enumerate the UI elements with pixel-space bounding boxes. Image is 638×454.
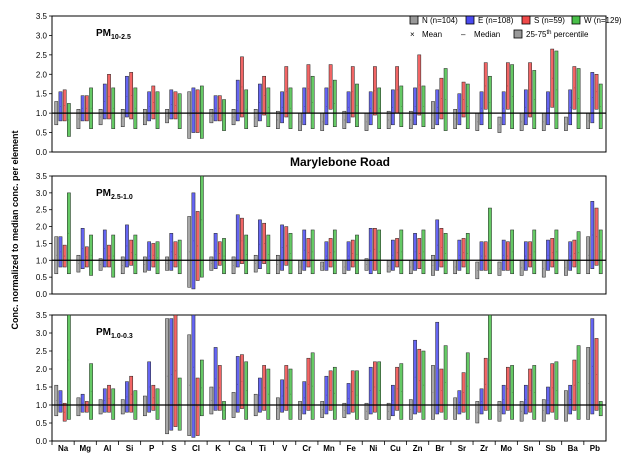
y-tick-label: 3.0 [36,329,48,338]
chart-title: Marylebone Road [290,155,390,169]
panel-label: PM10-2.5 [96,28,131,41]
panel-0: 0.0 0.5 1.0 1.5 2.0 2.5 3.0 3.5 PM10-2.5 [36,12,607,157]
legend-swatch-e [465,15,475,25]
legend-label-s: S (n=59) [534,16,565,25]
y-tick-label: 3.5 [36,12,48,21]
x-label-k: K [215,444,221,453]
y-tick-label: 0.5 [36,419,48,428]
x-label-s: S [171,444,177,453]
y-tick-label: 2.5 [36,51,48,60]
panel-1: 0.0 0.5 1.0 1.5 2.0 2.5 3.0 3.5 PM2.5-1.0 [36,172,607,299]
x-label-pb: Pb [590,444,600,453]
legend-mean-label: Mean [422,30,442,39]
y-tick-label: 1.0 [36,109,48,118]
x-label-sb: Sb [545,444,555,453]
legend: N (n=104) E (n=108) S (n=59) W (n=129) ×… [409,15,622,39]
x-label-sr: Sr [458,444,466,453]
chart-panels: 0.0 0.5 1.0 1.5 2.0 2.5 3.0 3.5 PM10-2.5 0.0 0.5 1.… [36,12,607,446]
y-tick-label: 2.0 [36,70,48,79]
y-tick-label: 2.5 [36,206,48,215]
legend-swatch-s [521,15,531,25]
x-label-al: Al [103,444,111,453]
x-label-cr: Cr [302,444,311,453]
y-tick-label: 0.0 [36,148,48,157]
x-label-br: Br [435,444,444,453]
bar-w-zr [488,314,492,420]
x-category-labels: Na Mg Al Si P S Cl K Ca Ti V Cr Mn Fe Ni Cu Zn Br Sr Zr Mo Sn… [51,441,600,453]
x-label-mn: Mn [323,444,335,453]
panel-label: PM2.5-1.0 [96,188,133,201]
y-tick-label: 3.5 [36,172,48,181]
x-label-zr: Zr [480,444,488,453]
panel-frame [51,15,607,153]
y-tick-label: 0.5 [36,273,48,282]
x-label-fe: Fe [346,444,356,453]
y-tick-label: 3.0 [36,189,48,198]
legend-median-symbol: – [461,30,466,39]
legend-label-e: E (n=108) [478,16,514,25]
x-label-ni: Ni [369,444,377,453]
x-label-p: P [149,444,155,453]
x-label-zn: Zn [413,444,423,453]
legend-label-n: N (n=104) [422,16,458,25]
x-label-mg: Mg [79,444,91,453]
legend-label-w: W (n=129) [584,16,622,25]
panel-frame [51,175,607,295]
y-axis-label: Conc. normalized to median conc. per ele… [10,130,20,329]
bar-e-cl [191,314,196,438]
x-label-mo: Mo [500,444,512,453]
y-tick-label: 1.0 [36,256,48,265]
y-tick-label: 1.5 [36,383,48,392]
y-tick-label: 2.0 [36,365,48,374]
bar-w-cl [200,175,204,278]
panel-frame [51,314,607,442]
legend-swatch-percentile [513,29,523,39]
x-label-ba: Ba [568,444,579,453]
legend-median-label: Median [474,30,500,39]
legend-swatch-w [571,15,581,25]
x-label-cu: Cu [390,444,401,453]
y-tick-label: 0.0 [36,437,48,446]
legend-percentile-label: 25-75th percentile [526,30,589,39]
x-label-ti: Ti [259,444,266,453]
x-label-cl: Cl [192,444,200,453]
legend-mean-symbol: × [410,30,415,39]
x-label-ca: Ca [235,444,246,453]
y-tick-label: 2.0 [36,223,48,232]
x-label-si: Si [126,444,134,453]
y-tick-label: 1.5 [36,90,48,99]
legend-swatch-n [409,15,419,25]
y-tick-label: 3.0 [36,31,48,40]
panel-2: 0.0 0.5 1.0 1.5 2.0 2.5 3.0 3.5 PM1.0-0.3 [36,311,607,446]
panel-label: PM1.0-0.3 [96,327,133,340]
y-tick-label: 0.5 [36,129,48,138]
y-tick-label: 0.0 [36,290,48,299]
x-label-sn: Sn [523,444,533,453]
x-label-na: Na [58,444,69,453]
y-tick-label: 2.5 [36,347,48,356]
x-label-v: V [282,444,288,453]
bar-w-na [67,314,71,420]
y-tick-label: 3.5 [36,311,48,320]
y-tick-label: 1.0 [36,401,48,410]
y-tick-label: 1.5 [36,239,48,248]
